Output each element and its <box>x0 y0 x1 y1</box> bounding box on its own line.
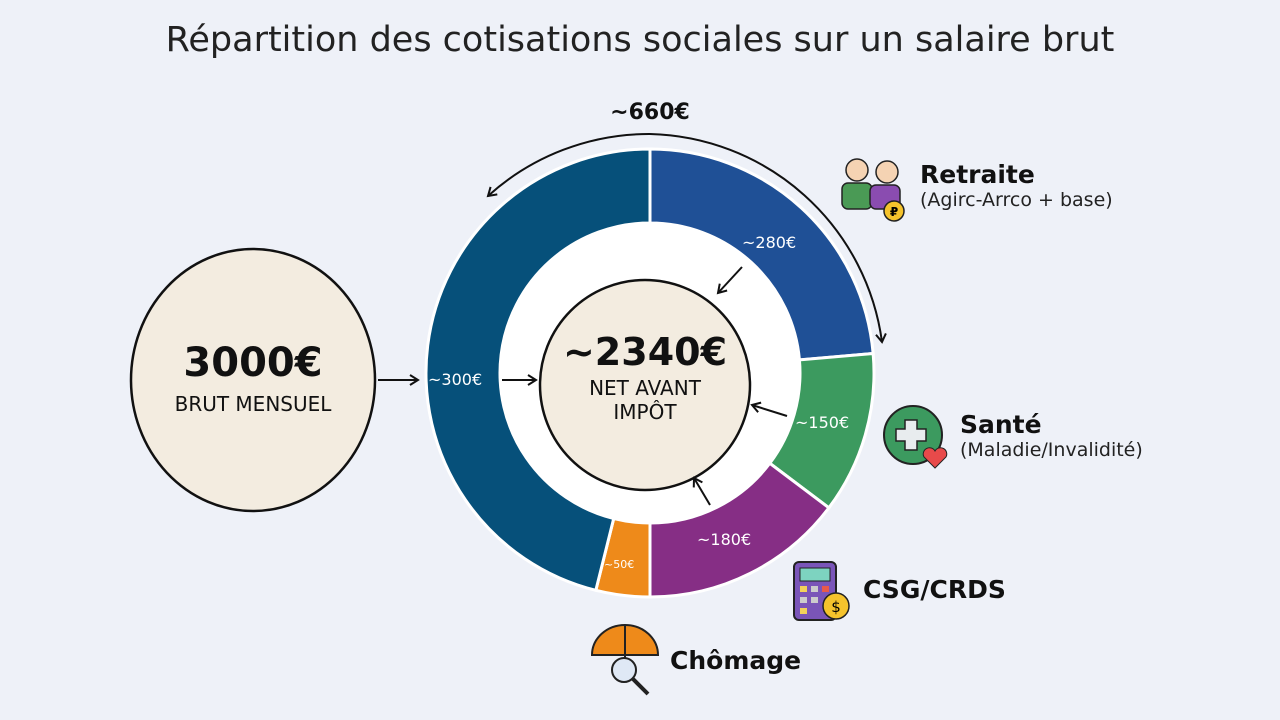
segment-label-50: ~50€ <box>604 558 635 571</box>
sante-subtitle: (Maladie/Invalidité) <box>960 439 1143 461</box>
retraite-title: Retraite <box>920 160 1035 189</box>
net-label-line2: IMPÔT <box>613 400 677 424</box>
retirees-icon: ₽ <box>841 158 905 222</box>
arrow-280-to-net <box>716 266 743 295</box>
net-label-line1: NET AVANT <box>589 376 701 400</box>
gross-salary-circle <box>129 247 377 513</box>
segment-retraite-complementaire <box>424 147 652 593</box>
csg-title: CSG/CRDS <box>863 575 1006 604</box>
arrow-total-arc-left <box>486 132 651 198</box>
segment-label-150: ~150€ <box>795 413 850 432</box>
net-salary-circle <box>538 278 752 492</box>
segment-label-180: ~180€ <box>697 530 752 549</box>
segment-label-280: ~280€ <box>742 233 797 252</box>
arrow-total-arc-right <box>649 133 887 344</box>
arrow-180-to-net <box>692 476 711 506</box>
gross-amount: 3000€ <box>183 340 323 386</box>
segment-retraite-base <box>648 147 875 362</box>
sante-title: Santé <box>960 410 1042 439</box>
health-cross-icon <box>883 405 948 469</box>
net-amount: ~2340€ <box>562 330 728 374</box>
arrow-150-to-net <box>750 401 788 417</box>
svg-text:₽: ₽ <box>890 205 898 219</box>
svg-text:$: $ <box>831 598 841 616</box>
page-title: Répartition des cotisations sociales sur… <box>165 20 1115 60</box>
chomage-title: Chômage <box>670 646 802 675</box>
calculator-icon: $ <box>793 561 850 621</box>
retraite-subtitle: (Agirc-Arrco + base) <box>920 189 1113 211</box>
umbrella-icon <box>590 624 660 696</box>
total-contributions-label: ~660€ <box>610 100 690 125</box>
segment-label-300: ~300€ <box>428 370 483 389</box>
gross-label: BRUT MENSUEL <box>174 392 332 416</box>
